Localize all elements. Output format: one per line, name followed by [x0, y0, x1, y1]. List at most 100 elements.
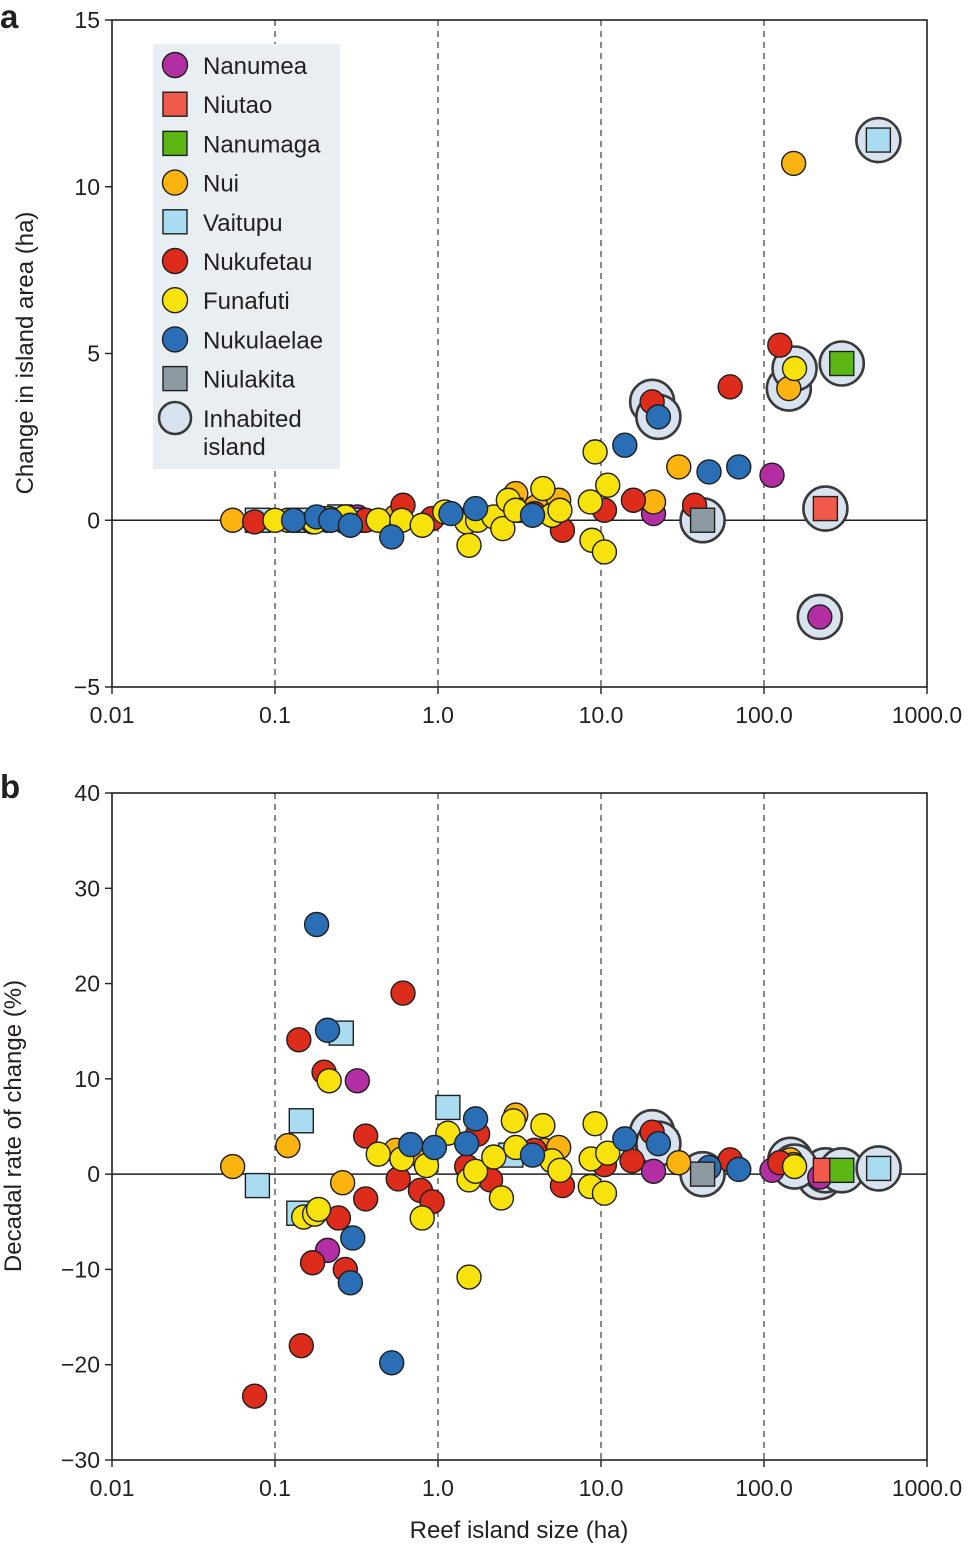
legend-marker-niulakita: [162, 365, 188, 392]
y-tick-label: 5: [87, 341, 100, 367]
panel-a-label: a: [0, 0, 19, 35]
point-nukulaelae: [726, 454, 752, 480]
legend: Nanumea Niutao Nanumaga Nui Vaitupu Nukufetau…: [153, 44, 340, 469]
point-nui: [666, 1150, 692, 1176]
point-funafuti: [582, 439, 608, 465]
y-tick-label: −5: [74, 674, 100, 700]
point-funafuti: [591, 1180, 618, 1206]
point-nukulaelae: [340, 1225, 366, 1251]
point-funafuti: [595, 472, 621, 498]
point-funafuti: [591, 539, 618, 565]
legend-label-niulakita: Niulakita: [203, 367, 296, 394]
x-tick-label: 10.0: [579, 1475, 624, 1501]
point-funafuti: [490, 515, 516, 542]
panel-b-label: b: [0, 768, 20, 805]
point-funafuti: [547, 497, 573, 523]
point-nukulaelae: [519, 502, 546, 528]
point-nukufetau: [299, 1250, 326, 1276]
point-nukulaelae: [337, 1270, 364, 1296]
point-nanumaga: [829, 350, 855, 377]
point-nanumea: [807, 604, 833, 630]
point-nukulaelae: [462, 495, 489, 522]
point-nukufetau: [390, 980, 416, 1006]
point-nukulaelae: [421, 1134, 448, 1161]
point-vaitupu: [865, 127, 892, 153]
point-funafuti: [530, 1112, 556, 1139]
y-tick-label: 15: [74, 7, 100, 33]
panel-b-frame: [111, 792, 928, 1461]
point-nukufetau: [241, 1383, 268, 1409]
point-nukulaelae: [612, 432, 638, 458]
y-tick-label: 10: [74, 1066, 100, 1092]
point-nukufetau: [286, 1027, 312, 1053]
point-nukulaelae: [612, 1126, 638, 1152]
panel-a-ticks: 0.01 0.1 1.0 10.0 100.0 1000.0 −5 0 5 10 15: [74, 7, 962, 728]
point-nukulaelae: [280, 507, 307, 533]
point-nukulaelae: [462, 1106, 489, 1132]
point-nui: [219, 507, 246, 533]
point-nukufetau: [620, 487, 647, 513]
legend-entry-niulakita: Niulakita: [162, 365, 296, 394]
point-nanumea: [640, 1158, 667, 1184]
point-nukufetau: [288, 1332, 315, 1359]
x-tick-label: 100.0: [735, 1475, 793, 1501]
point-funafuti: [305, 1196, 332, 1223]
point-nukulaelae: [314, 1017, 341, 1043]
x-tick-label: 1.0: [422, 1475, 454, 1501]
point-funafuti: [488, 1185, 515, 1211]
point-nukulaelae: [303, 911, 330, 938]
point-vaitupu: [288, 1108, 315, 1134]
point-nukulaelae: [397, 1131, 424, 1158]
legend-marker-niutao: [162, 91, 188, 117]
point-niutao: [812, 495, 839, 522]
point-nanumea: [759, 462, 785, 488]
point-funafuti: [409, 512, 435, 538]
x-tick-label: 1.0: [422, 702, 454, 728]
legend-entry-nanumea: Nanumea: [161, 51, 308, 80]
point-nukulaelae: [454, 1130, 480, 1157]
point-vaitupu: [865, 1155, 892, 1182]
legend-marker-funafuti: [161, 287, 189, 314]
point-funafuti: [409, 1205, 435, 1231]
point-nukulaelae: [645, 1130, 672, 1157]
legend-label-nanumaga: Nanumaga: [203, 131, 321, 158]
point-nukufetau: [619, 1148, 645, 1174]
point-funafuti: [462, 1158, 489, 1184]
point-funafuti: [595, 1140, 621, 1166]
panel-b-ticks: 0.01 0.1 1.0 10.0 100.0 1000.0 −30 −20 −10 0 10 20 3…: [61, 780, 962, 1501]
point-nukulaelae: [337, 512, 364, 538]
legend-label-nui: Nui: [203, 171, 239, 198]
point-funafuti: [456, 532, 482, 558]
y-tick-label: 30: [74, 875, 100, 901]
legend-marker-nukulaelae: [161, 326, 189, 353]
legend-entry-nui: Nui: [161, 169, 239, 198]
x-tick-label: 100.0: [735, 702, 793, 728]
legend-entry-funafuti: Funafuti: [161, 287, 290, 315]
point-nukulaelae: [379, 524, 405, 550]
panel-b-points: [219, 911, 902, 1409]
point-nukulaelae: [645, 404, 672, 430]
panel-a-points: [219, 116, 902, 641]
inhabited-halos: [628, 116, 902, 641]
panel-b-x-axis-label: Reef island size (ha): [410, 1517, 629, 1544]
y-tick-label: 20: [74, 971, 100, 997]
data-markers: [219, 911, 892, 1409]
point-funafuti: [500, 1108, 527, 1134]
point-nui: [329, 1170, 356, 1196]
point-nui: [275, 1132, 301, 1159]
panel-b-y-axis-label: Decadal rate of change (%): [0, 980, 27, 1272]
legend-label-vaitupu: Vaitupu: [203, 210, 283, 237]
legend-entry-nukulaelae: Nukulaelae: [161, 326, 323, 354]
legend-marker-nui: [161, 169, 189, 196]
y-tick-label: −20: [61, 1352, 100, 1378]
point-niulakita: [689, 1161, 716, 1187]
y-tick-label: 0: [87, 507, 100, 533]
point-vaitupu: [435, 1094, 461, 1121]
point-funafuti: [316, 1068, 342, 1094]
legend-entry-inhabited: Inhabited island: [157, 400, 302, 461]
legend-entry-niutao: Niutao: [162, 91, 272, 119]
legend-marker-vaitupu: [162, 209, 188, 235]
point-funafuti: [456, 1264, 482, 1290]
point-nukufetau: [767, 332, 793, 358]
